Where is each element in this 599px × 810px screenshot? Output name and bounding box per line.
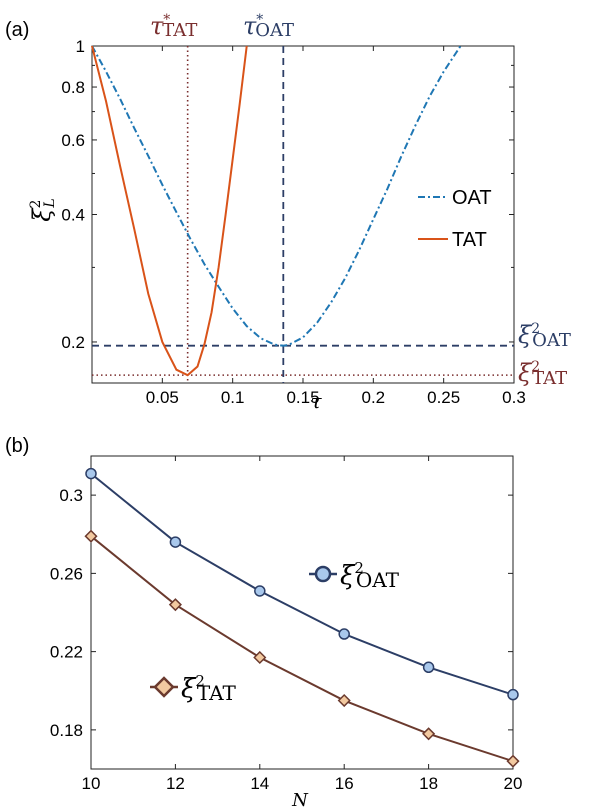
- y-tick-label: 0.6: [61, 131, 85, 150]
- tau-tat-label: τ*TAT: [150, 12, 197, 41]
- panel-a-ticks: 0.05 0.1 0.15 0.2 0.25 0.3 0.2 0.4 0.6 0.8 1: [61, 37, 525, 407]
- panel-b-label: (b): [5, 435, 29, 457]
- panel-a-label: (a): [5, 19, 29, 41]
- y-tick-label: 0.22: [50, 643, 83, 662]
- panel-a-frame: [91, 45, 515, 384]
- series-tat-point: [168, 598, 182, 612]
- series-tat-point: [337, 693, 351, 708]
- series-oat-point: [422, 661, 435, 674]
- legend-tat-label: TAT: [452, 229, 487, 251]
- series-tat-point: [506, 754, 520, 768]
- x-tick-label: 16: [335, 774, 354, 793]
- y-tick-label: 0.26: [50, 564, 83, 583]
- x-tick-label: 0.15: [286, 388, 319, 407]
- x-tick-label: 0.3: [502, 388, 526, 407]
- x-tick-label: 0.05: [146, 388, 179, 407]
- x-tick-label: 14: [250, 774, 269, 793]
- legend-oat-marker: [314, 565, 332, 583]
- panel-a-legend: OAT TAT: [418, 187, 492, 251]
- y-tick-label: 0.4: [61, 206, 85, 225]
- tau-oat-label: τ*OAT: [243, 12, 294, 41]
- series-tat-point: [84, 529, 98, 543]
- panel-b-label-tat: ξ2TAT: [150, 672, 236, 705]
- panel-a-ylabel: ξ2L: [28, 198, 58, 221]
- panel-b-ticks: 10 12 14 16 18 20 0.18 0.22 0.26 0.3: [50, 456, 523, 793]
- series-oat-point: [254, 585, 266, 597]
- panel-b-xlabel: N: [291, 790, 309, 810]
- y-tick-label: 1: [76, 37, 85, 56]
- y-tick-label: 0.8: [61, 78, 85, 97]
- series-oat-point: [507, 688, 519, 701]
- panel-a-plot: 0.05 0.1 0.15 0.2 0.25 0.3 0.2 0.4 0.6 0.8 1: [61, 37, 525, 407]
- y-tick-label: 0.18: [50, 721, 83, 740]
- series-oat-point: [338, 628, 350, 640]
- x-tick-label: 0.2: [362, 388, 386, 407]
- svg-text:ξ2TAT: ξ2TAT: [181, 672, 236, 705]
- y-tick-label: 0.2: [61, 333, 85, 352]
- x-tick-label: 0.25: [427, 388, 460, 407]
- legend-tat-marker: [153, 676, 175, 698]
- series-oat-point: [85, 467, 97, 480]
- panel-a: (a) τ*TAT τ*OAT ξ2L ξ2 OAT ξ2 TAT 0.05 0.1 0…: [5, 12, 571, 413]
- series-tat-point: [422, 727, 436, 741]
- series-tat-line: [90, 535, 514, 763]
- svg-text:ξ2L: ξ2L: [28, 198, 58, 221]
- series-oat-line: [90, 472, 514, 696]
- x-tick-label: 12: [166, 774, 185, 793]
- x-tick-label: 0.1: [221, 388, 245, 407]
- series-oat-line: [91, 45, 462, 347]
- x-tick-label: 18: [419, 774, 438, 793]
- panel-b-plot: 10 12 14 16 18 20 0.18 0.22 0.26 0.3: [50, 455, 523, 793]
- series-tat-line: [91, 45, 248, 377]
- panel-b-label-oat: ξ2OAT: [309, 559, 400, 592]
- series-tat-point: [253, 650, 267, 665]
- xi-tat-label: ξ2 TAT: [518, 359, 567, 389]
- legend-oat-label: OAT: [452, 187, 492, 209]
- series-oat-point: [169, 536, 182, 548]
- x-tick-label: 20: [504, 774, 523, 793]
- xi-oat-label: ξ2 OAT: [518, 321, 571, 351]
- y-tick-label: 0.3: [59, 486, 83, 505]
- svg-text:ξ2OAT: ξ2OAT: [340, 559, 400, 592]
- panel-b: (b) 10 12 14 16 18 20 0.18 0.22 0.26 0.3 ξ2OAT ξ2…: [5, 435, 522, 810]
- x-tick-label: 10: [82, 774, 101, 793]
- panel-a-xlabel: τ: [310, 389, 322, 413]
